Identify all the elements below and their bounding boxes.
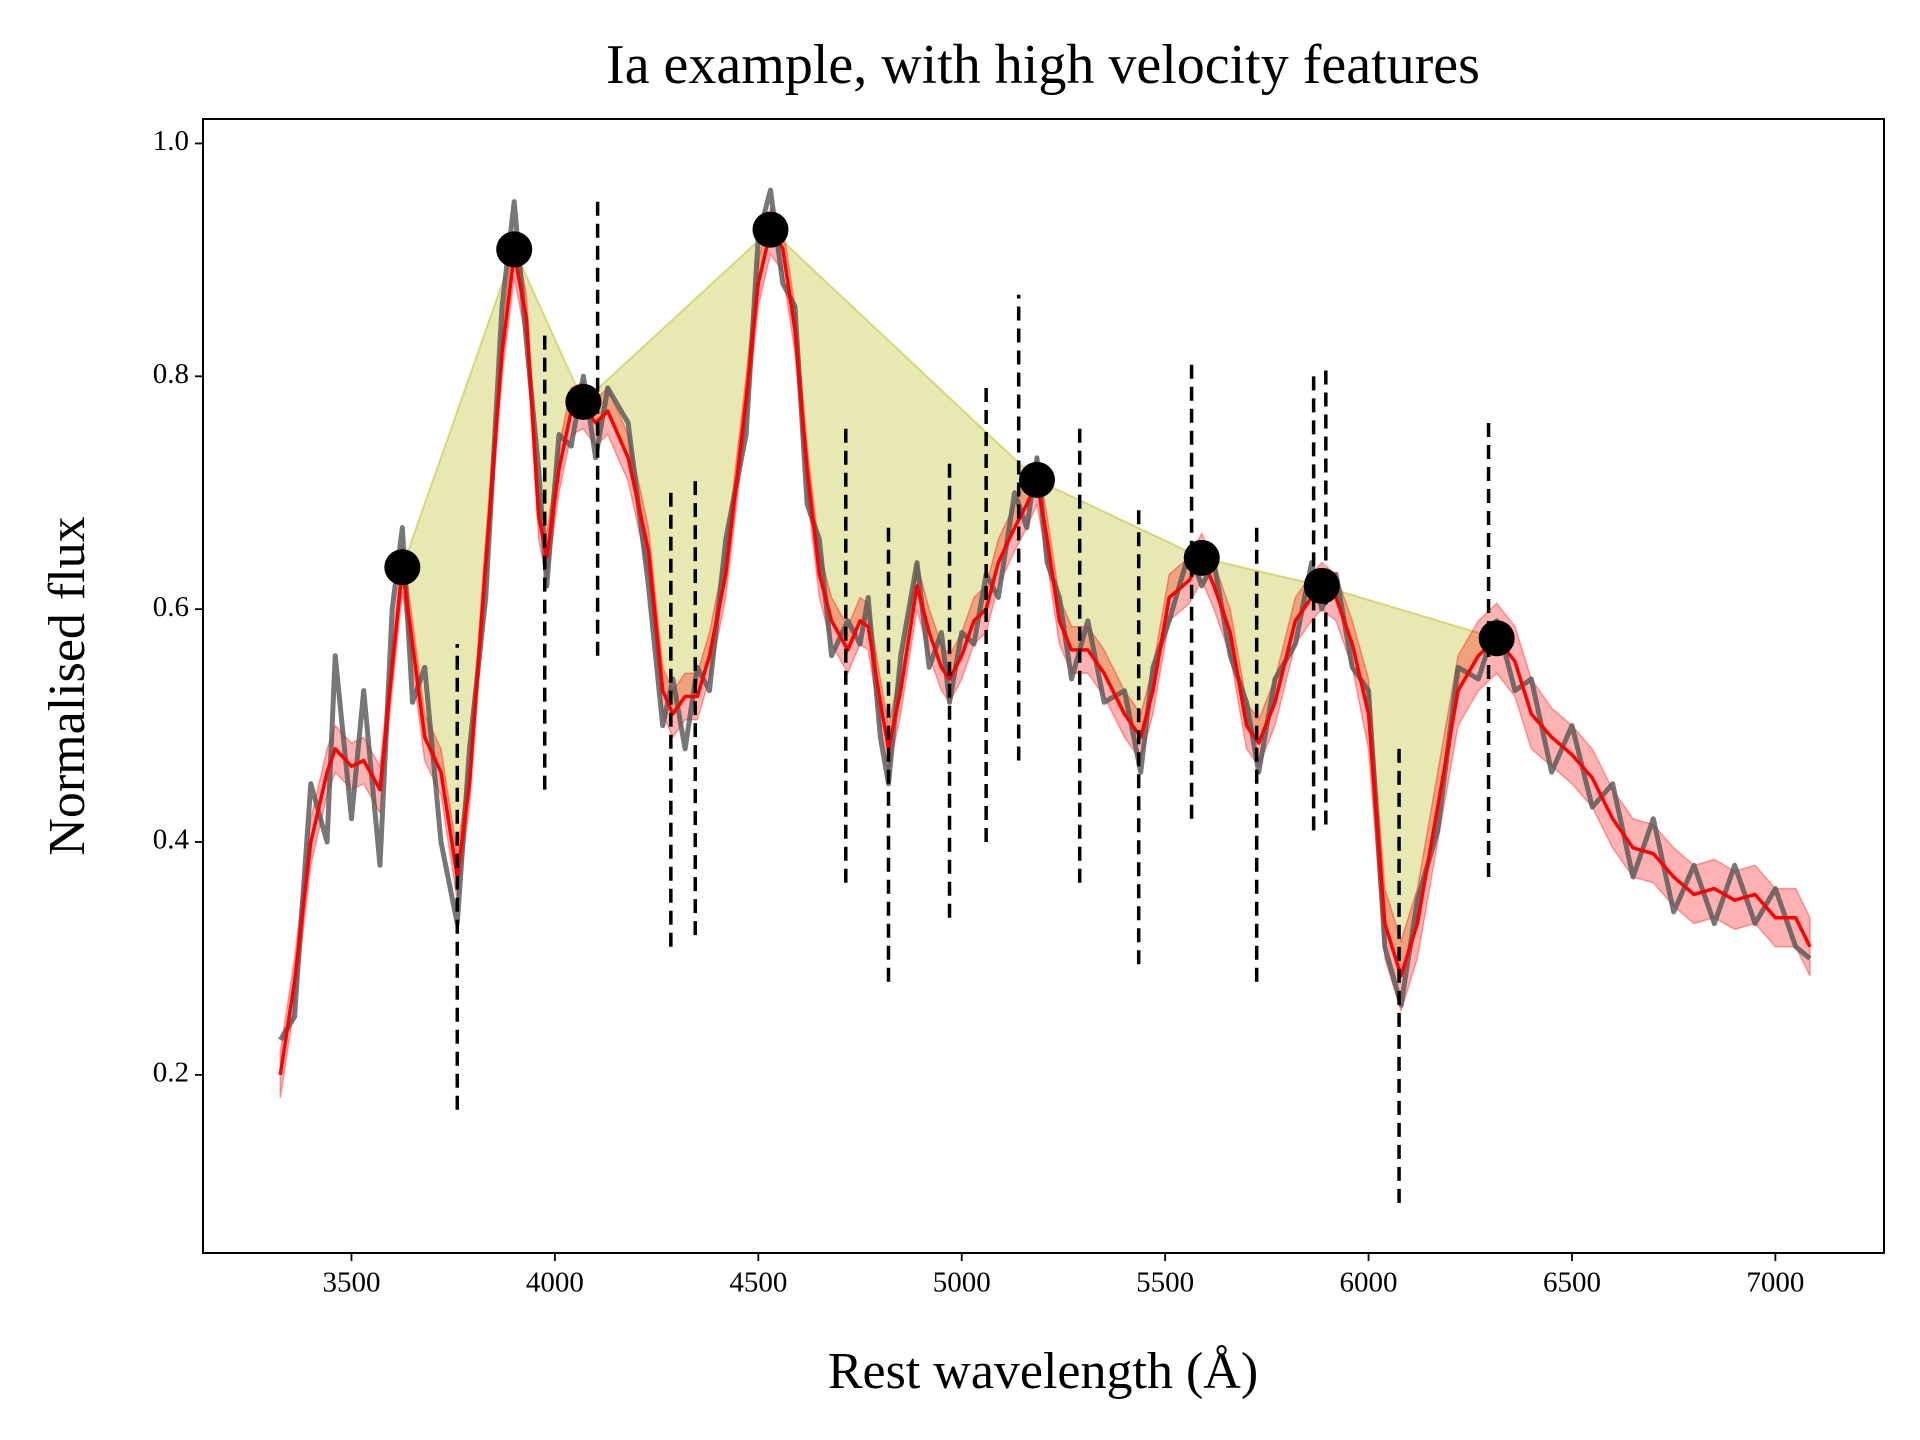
peak-dot <box>384 549 421 586</box>
x-tick-label: 6000 <box>1340 1267 1398 1299</box>
x-axis-label: Rest wavelength (Å) <box>828 1343 1258 1400</box>
smoothed-line <box>278 229 1812 1076</box>
x-tick-label: 5000 <box>933 1267 991 1299</box>
x-tick-label: 3500 <box>322 1267 380 1299</box>
y-tick-label: 0.2 <box>153 1057 189 1089</box>
peak-dot <box>1183 539 1220 576</box>
plot-frame <box>202 118 1885 1254</box>
x-tick-label: 6500 <box>1543 1267 1601 1299</box>
peak-dot <box>1478 620 1515 657</box>
x-tick-label: 4500 <box>729 1267 787 1299</box>
peak-dot <box>1303 567 1340 604</box>
y-tick-label: 0.4 <box>153 824 190 856</box>
x-tick-label: 4000 <box>526 1267 584 1299</box>
peak-dot <box>565 383 602 420</box>
chart-title: Ia example, with high velocity features <box>606 34 1480 96</box>
x-tick-label: 7000 <box>1746 1267 1804 1299</box>
y-tick-label: 0.6 <box>153 591 189 623</box>
x-tick-label: 5500 <box>1136 1267 1194 1299</box>
y-tick-label: 0.8 <box>153 358 189 390</box>
peak-dot <box>752 211 789 248</box>
peak-dot <box>496 231 533 268</box>
peak-dot <box>1018 461 1055 498</box>
error-band <box>279 205 1811 1099</box>
y-tick-label: 1.0 <box>153 125 189 157</box>
y-axis-label: Normalised flux <box>39 516 96 855</box>
